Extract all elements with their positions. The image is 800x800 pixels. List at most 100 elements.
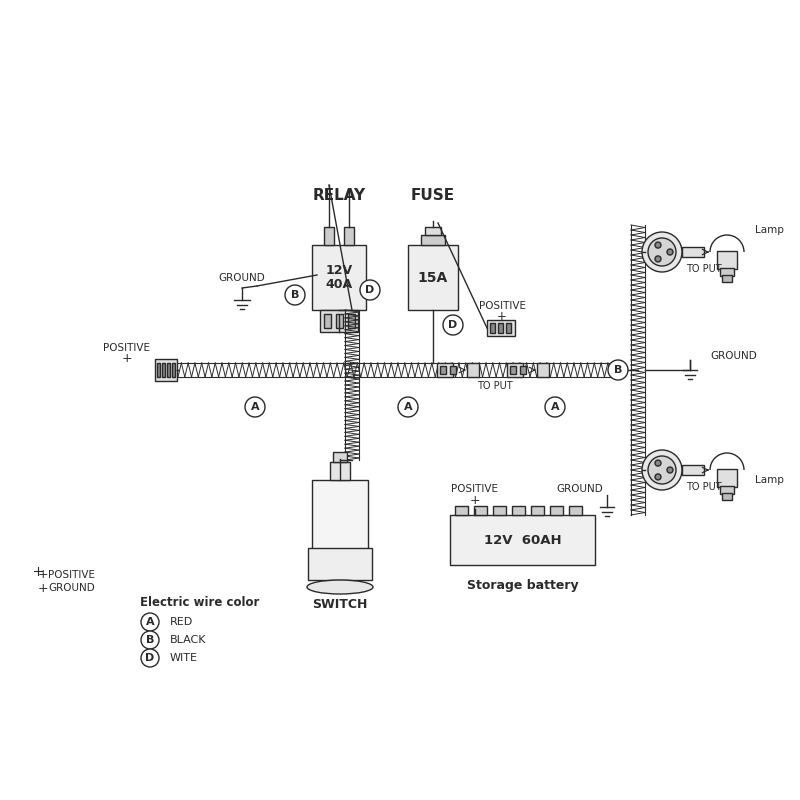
Text: +: +	[38, 569, 49, 582]
Text: A: A	[550, 402, 559, 412]
Bar	[682, 465, 704, 475]
Text: Lamp: Lamp	[755, 475, 784, 485]
Bar	[330, 462, 350, 480]
Bar	[537, 363, 549, 377]
Text: POSITIVE: POSITIVE	[478, 301, 526, 311]
Text: POSITIVE: POSITIVE	[451, 484, 498, 494]
Circle shape	[642, 450, 682, 490]
Bar	[506, 323, 511, 333]
Text: WITE: WITE	[170, 653, 198, 663]
Circle shape	[141, 649, 159, 667]
Text: B: B	[291, 290, 299, 300]
Text: Electric wire color: Electric wire color	[140, 595, 259, 609]
Bar	[531, 506, 544, 515]
Circle shape	[545, 397, 565, 417]
Circle shape	[655, 256, 661, 262]
Bar	[157, 363, 160, 377]
Text: TO PUT: TO PUT	[686, 264, 722, 274]
Bar	[569, 506, 582, 515]
Bar	[474, 506, 487, 515]
Circle shape	[648, 238, 676, 266]
Bar	[487, 320, 515, 336]
Text: GROUND: GROUND	[48, 583, 94, 593]
Bar	[520, 366, 526, 374]
Bar	[308, 548, 372, 580]
Text: +: +	[38, 582, 49, 594]
Bar	[717, 251, 737, 269]
Text: 15A: 15A	[418, 270, 448, 285]
Circle shape	[642, 232, 682, 272]
Circle shape	[655, 474, 661, 480]
Text: 12V
40A: 12V 40A	[326, 263, 353, 291]
Circle shape	[245, 397, 265, 417]
Circle shape	[285, 285, 305, 305]
Bar	[437, 363, 453, 377]
Text: A: A	[250, 402, 259, 412]
Bar	[682, 247, 704, 257]
Bar	[510, 366, 516, 374]
Bar	[450, 366, 456, 374]
Text: Storage battery: Storage battery	[466, 578, 578, 591]
Text: A: A	[146, 617, 154, 627]
Circle shape	[655, 242, 661, 248]
Bar	[324, 314, 331, 328]
Bar	[421, 235, 445, 245]
Bar	[348, 314, 355, 328]
Bar	[312, 480, 368, 550]
Bar	[172, 363, 175, 377]
Text: +: +	[122, 351, 132, 365]
Bar	[512, 506, 525, 515]
Bar	[333, 452, 347, 462]
Bar	[550, 506, 563, 515]
Circle shape	[443, 315, 463, 335]
Bar	[344, 227, 354, 245]
Circle shape	[667, 467, 673, 473]
Bar	[312, 245, 366, 310]
Bar	[167, 363, 170, 377]
Bar	[490, 323, 495, 333]
Bar	[440, 366, 446, 374]
Bar	[425, 227, 441, 235]
Bar	[162, 363, 165, 377]
Text: FUSE: FUSE	[411, 187, 455, 202]
Text: B: B	[146, 635, 154, 645]
Text: +: +	[497, 310, 507, 322]
Bar	[720, 268, 734, 276]
Text: SWITCH: SWITCH	[312, 598, 368, 611]
Bar	[336, 314, 343, 328]
Text: D: D	[448, 320, 458, 330]
Bar	[320, 310, 358, 332]
Bar	[324, 227, 334, 245]
Ellipse shape	[307, 580, 373, 594]
Text: GROUND: GROUND	[710, 351, 757, 361]
Text: TO PUT: TO PUT	[477, 381, 513, 391]
Bar	[408, 245, 458, 310]
Text: POSITIVE: POSITIVE	[103, 343, 150, 353]
Bar	[450, 515, 595, 565]
Text: D: D	[146, 653, 154, 663]
Circle shape	[398, 397, 418, 417]
Bar	[720, 486, 734, 494]
Bar	[507, 363, 523, 377]
Text: D: D	[366, 285, 374, 295]
Text: Lamp: Lamp	[755, 225, 784, 235]
Bar	[717, 469, 737, 487]
Circle shape	[648, 456, 676, 484]
Text: A: A	[404, 402, 412, 412]
Bar	[498, 323, 503, 333]
Text: +: +	[470, 494, 480, 507]
Bar	[722, 275, 732, 282]
Text: B: B	[614, 365, 622, 375]
Circle shape	[141, 631, 159, 649]
Text: 12V  60AH: 12V 60AH	[484, 534, 562, 546]
Bar	[493, 506, 506, 515]
Text: BLACK: BLACK	[170, 635, 206, 645]
Circle shape	[360, 280, 380, 300]
Bar	[722, 493, 732, 500]
Bar	[155, 359, 177, 381]
Circle shape	[655, 460, 661, 466]
Text: RED: RED	[170, 617, 194, 627]
Circle shape	[667, 249, 673, 255]
Bar	[467, 363, 479, 377]
Text: GROUND: GROUND	[218, 273, 266, 283]
